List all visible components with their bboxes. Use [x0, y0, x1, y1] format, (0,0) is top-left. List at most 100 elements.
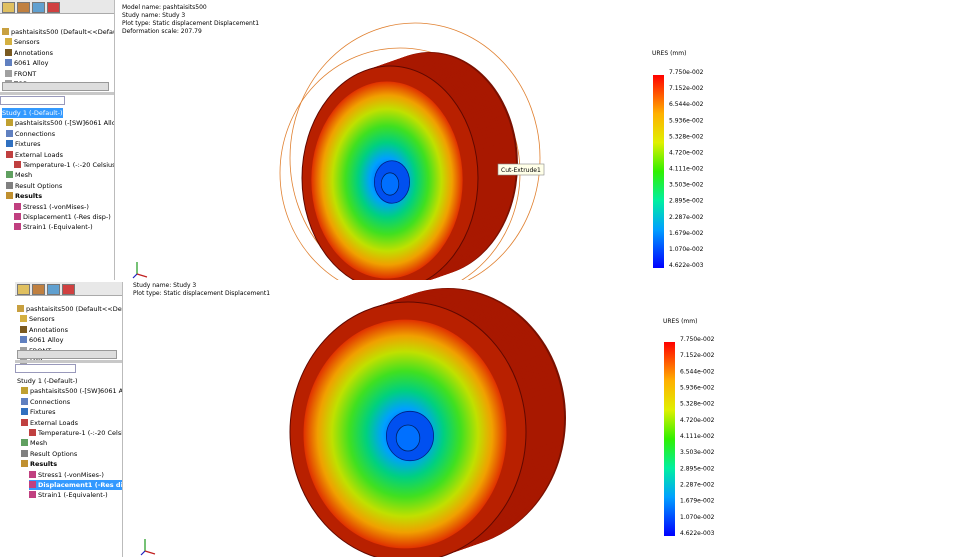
toolbar-button[interactable] — [17, 2, 30, 13]
toolbar-button[interactable] — [17, 284, 30, 295]
legend-label: 2.895e-002 — [669, 198, 704, 205]
tree-item[interactable]: Results — [6, 191, 42, 201]
tree-icon — [14, 202, 21, 210]
tree-label: Result Options — [15, 181, 63, 190]
tree-item[interactable]: pashtaisits500 (-[SW]6061 Alloy- — [6, 118, 114, 128]
toolbar-button[interactable] — [32, 2, 45, 13]
toolbar-button[interactable] — [47, 2, 60, 13]
tree-label: 6061 Alloy — [14, 59, 49, 68]
tree-item[interactable]: Results — [21, 459, 57, 469]
tree-icon — [29, 429, 36, 436]
tree-label: Strain1 (-Equivalent-) — [23, 223, 93, 232]
legend-label: 7.152e-002 — [669, 85, 704, 92]
tree-item[interactable]: Study 1 (-Default-) — [17, 376, 78, 386]
viewport: Study name: Study 3 Plot type: Static dis… — [123, 282, 750, 557]
legend-title: URES (mm) — [652, 50, 686, 57]
tree-item[interactable]: Sensors — [20, 314, 55, 324]
tree-item[interactable]: Displacement1 (-Res disp-) — [29, 480, 123, 490]
tree-item[interactable]: 6061 Alloy — [5, 58, 49, 68]
callout-box — [497, 163, 545, 176]
tree-item[interactable]: Temperature-1 (-:-20 Celsius — [14, 160, 114, 170]
legend-label: 2.287e-002 — [680, 482, 715, 489]
plot-info: Study name: Study 3 — [133, 282, 196, 289]
legend-label: 4.111e-002 — [669, 166, 704, 173]
tree-icon — [6, 181, 13, 189]
plot-info: Deformation scale: 207.79 — [122, 28, 202, 35]
toolbar-button[interactable] — [62, 284, 75, 295]
tree-label: Displacement1 (-Res disp-) — [38, 481, 123, 489]
tree-label: Sensors — [14, 38, 40, 47]
tree-item[interactable]: pashtaisits500 (-[SW]6061 Alloy- — [21, 386, 122, 396]
legend-bar — [653, 75, 664, 268]
tree-item[interactable]: Connections — [6, 129, 55, 139]
tree-icon — [6, 140, 13, 148]
tree-icon — [20, 325, 27, 333]
legend-bar — [664, 342, 675, 536]
tree-icon — [6, 171, 13, 179]
triad-z — [132, 273, 138, 279]
tree-item[interactable]: Result Options — [21, 449, 77, 459]
tree-item[interactable]: External Loads — [6, 150, 63, 160]
filter-box — [15, 364, 76, 373]
legend-label: 5.936e-002 — [680, 385, 715, 392]
tree-item[interactable]: Stress1 (-vonMises-) — [29, 470, 104, 480]
tree-icon — [21, 397, 28, 405]
tree-item[interactable]: Sensors — [5, 37, 40, 47]
tree-label: Stress1 (-vonMises-) — [23, 202, 89, 211]
legend-label: 4.720e-002 — [680, 417, 715, 424]
toolbar-button[interactable] — [32, 284, 45, 295]
tree-icon — [29, 470, 36, 478]
tree-icon — [21, 460, 28, 468]
callout: Cut-Extrude1 — [501, 167, 541, 174]
tree-icon — [21, 387, 28, 395]
tree-item[interactable]: Study 1 (-Default-) — [2, 108, 63, 118]
tree-item[interactable]: Annotations — [20, 325, 68, 335]
tree-label: Sensors — [29, 315, 55, 324]
tree-item[interactable]: Mesh — [21, 438, 47, 448]
tree-label: External Loads — [30, 418, 79, 427]
tree-label: Results — [30, 460, 58, 469]
tree-item[interactable]: Stress1 (-vonMises-) — [14, 202, 89, 212]
tree-icon — [21, 449, 28, 457]
tree-item[interactable]: pashtaisits500 (Default<<Defau — [17, 304, 122, 314]
legend-label: 1.070e-002 — [669, 246, 704, 253]
tree-item[interactable]: Result Options — [6, 181, 62, 191]
plot-info: Study name: Study 3 — [122, 12, 185, 19]
tree-item[interactable]: Displacement1 (-Res disp-) — [14, 212, 111, 222]
tree-item[interactable]: Temperature-1 (-:-20 Celsius — [29, 428, 122, 438]
sketch-outline — [289, 22, 541, 280]
tree-icon — [21, 418, 28, 426]
toolbar-button[interactable] — [47, 284, 60, 295]
splitter — [15, 360, 122, 363]
tree-icon — [5, 59, 12, 67]
tree-item[interactable]: Fixtures — [6, 139, 41, 149]
legend-title: URES (mm) — [663, 318, 697, 325]
tree-item[interactable]: External Loads — [21, 418, 78, 428]
triad-x — [144, 550, 156, 555]
tree-item[interactable]: Strain1 (-Equivalent-) — [29, 490, 108, 500]
tree-icon — [20, 336, 27, 344]
tree-icon — [14, 213, 21, 220]
legend-label: 7.750e-002 — [669, 69, 704, 76]
bore — [380, 172, 400, 196]
toolbar-button[interactable] — [2, 2, 15, 13]
tree-label: Strain1 (-Equivalent-) — [38, 491, 108, 500]
scrollbar — [17, 350, 118, 359]
legend-label: 1.679e-002 — [669, 230, 704, 237]
tree-item[interactable]: Strain1 (-Equivalent-) — [14, 222, 93, 232]
tree-item[interactable]: FRONT — [5, 69, 36, 79]
tree-item[interactable]: Connections — [21, 397, 70, 407]
tree-icon — [20, 315, 27, 323]
tree-item[interactable]: Mesh — [6, 170, 32, 180]
tree-item[interactable]: Annotations — [5, 48, 53, 58]
tree-icon — [14, 161, 21, 168]
tree-item[interactable]: Fixtures — [21, 407, 56, 417]
legend-label: 3.503e-002 — [669, 182, 704, 189]
tree-icon — [14, 223, 21, 231]
tree-item[interactable]: 6061 Alloy — [20, 335, 64, 345]
tree-label: Connections — [15, 129, 56, 138]
legend-label: 1.070e-002 — [680, 514, 715, 521]
legend-label: 2.895e-002 — [680, 465, 715, 472]
tree-item[interactable]: pashtaisits500 (Default<<Defau — [2, 27, 114, 37]
